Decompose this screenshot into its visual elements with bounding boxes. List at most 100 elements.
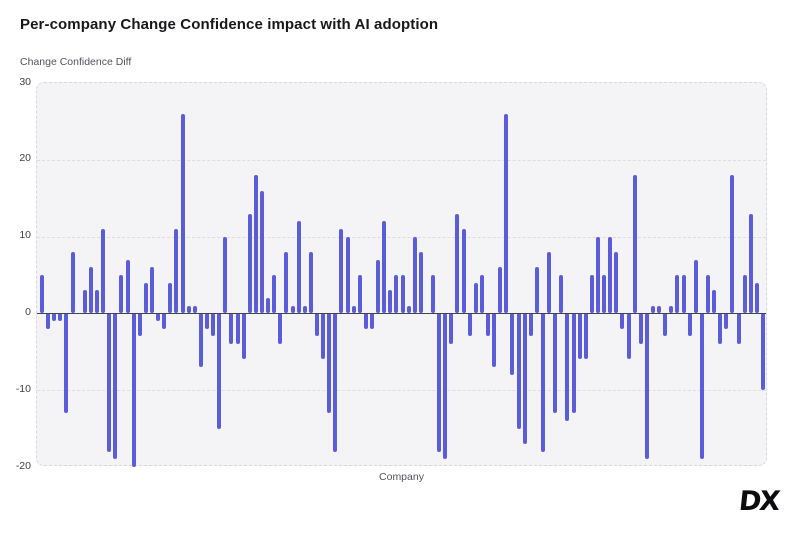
bar[interactable]: [522, 313, 527, 444]
bar[interactable]: [272, 275, 277, 314]
bar[interactable]: [602, 275, 607, 314]
bar[interactable]: [369, 313, 374, 329]
bar[interactable]: [198, 313, 203, 368]
bar[interactable]: [149, 267, 154, 314]
bar[interactable]: [718, 313, 723, 345]
bar[interactable]: [284, 251, 289, 314]
bar[interactable]: [455, 213, 460, 314]
bar[interactable]: [516, 313, 521, 429]
bar[interactable]: [443, 313, 448, 460]
bar[interactable]: [431, 275, 436, 314]
bar[interactable]: [534, 267, 539, 314]
bar[interactable]: [748, 213, 753, 314]
bar[interactable]: [510, 313, 515, 375]
bar[interactable]: [314, 313, 319, 337]
bar[interactable]: [553, 313, 558, 414]
bar[interactable]: [754, 282, 759, 314]
bar[interactable]: [632, 175, 637, 314]
bar[interactable]: [498, 267, 503, 314]
bar[interactable]: [52, 313, 57, 322]
bar[interactable]: [681, 275, 686, 314]
bar[interactable]: [412, 236, 417, 314]
bar[interactable]: [644, 313, 649, 460]
bar[interactable]: [669, 305, 674, 314]
bar[interactable]: [156, 313, 161, 322]
bar[interactable]: [223, 236, 228, 314]
bar[interactable]: [94, 290, 99, 314]
bar[interactable]: [88, 267, 93, 314]
bar[interactable]: [473, 282, 478, 314]
bar[interactable]: [180, 113, 185, 314]
bar[interactable]: [400, 275, 405, 314]
bar[interactable]: [253, 175, 258, 314]
bar[interactable]: [663, 313, 668, 337]
bar[interactable]: [174, 228, 179, 314]
bar[interactable]: [70, 251, 75, 314]
bar[interactable]: [486, 313, 491, 337]
bar[interactable]: [559, 275, 564, 314]
bar[interactable]: [382, 221, 387, 314]
bar[interactable]: [730, 175, 735, 314]
bar[interactable]: [706, 275, 710, 314]
bar[interactable]: [302, 305, 307, 314]
bar[interactable]: [259, 190, 264, 314]
bar[interactable]: [675, 275, 680, 314]
bar[interactable]: [162, 313, 167, 329]
bar[interactable]: [541, 313, 546, 452]
bar[interactable]: [308, 251, 313, 314]
bar[interactable]: [333, 313, 338, 452]
bar[interactable]: [693, 259, 698, 314]
bar[interactable]: [131, 313, 136, 467]
bar[interactable]: [235, 313, 240, 345]
bar[interactable]: [119, 275, 124, 314]
bar[interactable]: [192, 305, 197, 314]
bar[interactable]: [290, 305, 295, 314]
bar[interactable]: [278, 313, 283, 345]
bar[interactable]: [620, 313, 625, 329]
bar[interactable]: [327, 313, 332, 414]
bar[interactable]: [82, 290, 87, 314]
bar[interactable]: [461, 228, 466, 314]
bar[interactable]: [241, 313, 246, 360]
bar[interactable]: [137, 313, 142, 337]
bar[interactable]: [571, 313, 576, 414]
bar[interactable]: [651, 305, 656, 314]
bar[interactable]: [583, 313, 588, 360]
bar[interactable]: [296, 221, 301, 314]
bar[interactable]: [229, 313, 234, 345]
bar[interactable]: [46, 313, 51, 329]
bar[interactable]: [363, 313, 368, 329]
bar[interactable]: [449, 313, 454, 345]
bar[interactable]: [614, 251, 619, 314]
bar[interactable]: [40, 275, 44, 314]
bar[interactable]: [345, 236, 350, 314]
bar[interactable]: [608, 236, 613, 314]
bar[interactable]: [247, 213, 252, 314]
bar[interactable]: [406, 305, 411, 314]
bar[interactable]: [125, 259, 130, 314]
bar[interactable]: [528, 313, 533, 337]
bar[interactable]: [699, 313, 704, 460]
bar[interactable]: [58, 313, 63, 322]
bar[interactable]: [712, 290, 717, 314]
bar[interactable]: [339, 228, 344, 314]
bar[interactable]: [467, 313, 472, 337]
bar[interactable]: [388, 290, 393, 314]
bar[interactable]: [101, 228, 106, 314]
bar[interactable]: [626, 313, 631, 360]
bar[interactable]: [211, 313, 216, 337]
bar[interactable]: [742, 275, 747, 314]
bar[interactable]: [761, 313, 765, 391]
bar[interactable]: [589, 275, 594, 314]
bar[interactable]: [357, 275, 362, 314]
bar[interactable]: [479, 275, 484, 314]
bar[interactable]: [168, 282, 173, 314]
bar[interactable]: [376, 259, 381, 314]
bar[interactable]: [321, 313, 326, 360]
bar[interactable]: [204, 313, 209, 329]
bar[interactable]: [638, 313, 643, 345]
bar[interactable]: [437, 313, 442, 452]
bar[interactable]: [687, 313, 692, 337]
bar[interactable]: [736, 313, 741, 345]
bar[interactable]: [186, 305, 191, 314]
